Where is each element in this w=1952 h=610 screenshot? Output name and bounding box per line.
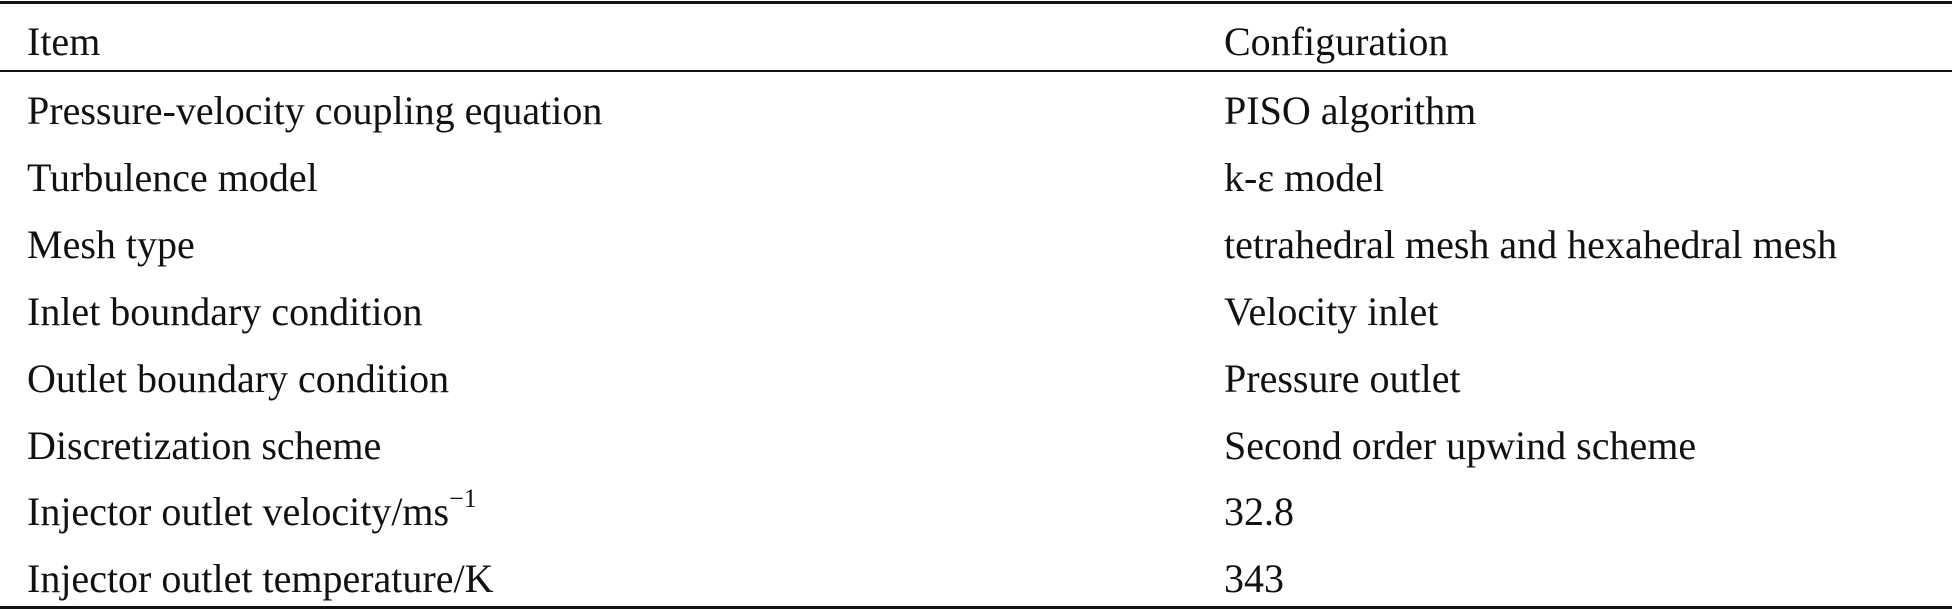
config-cell: Pressure outlet (1224, 355, 1461, 401)
config-cell: 343 (1224, 556, 1284, 602)
top-rule (0, 1, 1952, 4)
header-rule (0, 70, 1952, 72)
header-cell: Configuration (1224, 19, 1449, 64)
item-cell: Mesh type (27, 221, 195, 267)
config-cell: k-ε model (1224, 154, 1385, 200)
config-cell: Second order upwind scheme (1224, 422, 1697, 468)
header-cell: Item (27, 19, 101, 64)
item-cell: Injector outlet velocity/ms−1 (27, 486, 477, 535)
cell-text: Injector outlet velocity/ms (27, 489, 450, 535)
superscript: −1 (449, 484, 477, 514)
config-cell: PISO algorithm (1224, 88, 1477, 133)
config-cell: 32.8 (1224, 489, 1294, 535)
item-cell: Inlet boundary condition (27, 288, 423, 334)
item-cell: Injector outlet temperature/K (27, 556, 494, 602)
bottom-rule (0, 606, 1952, 609)
config-cell: Velocity inlet (1224, 288, 1439, 334)
item-cell: Turbulence model (27, 154, 318, 200)
item-cell: Pressure-velocity coupling equation (27, 88, 603, 133)
item-cell: Outlet boundary condition (27, 355, 450, 401)
item-cell: Discretization scheme (27, 422, 382, 468)
config-cell: tetrahedral mesh and hexahedral mesh (1224, 221, 1838, 267)
